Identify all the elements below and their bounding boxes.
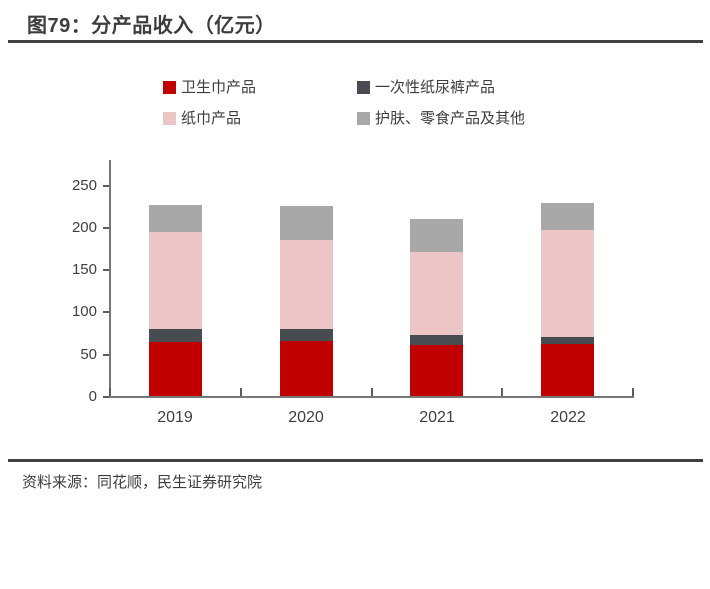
y-axis-tick bbox=[103, 396, 109, 398]
y-axis-line bbox=[109, 160, 111, 398]
x-axis-tick bbox=[240, 388, 242, 396]
x-axis-tick bbox=[109, 388, 111, 396]
bar-segment bbox=[280, 341, 333, 396]
bar-segment bbox=[149, 341, 202, 396]
title-underline bbox=[8, 40, 703, 43]
chart-legend: 卫生巾产品 一次性纸尿裤产品纸巾产品 护肤、零食产品及其他 bbox=[163, 80, 583, 142]
x-axis-category-label: 2022 bbox=[550, 409, 586, 426]
legend-item: 护肤、零食产品及其他 bbox=[357, 111, 525, 126]
bar-segment bbox=[280, 239, 333, 330]
x-axis-line bbox=[108, 396, 634, 398]
x-axis-tick bbox=[371, 388, 373, 396]
figure-title: 图79：分产品收入（亿元） bbox=[27, 15, 276, 37]
legend-swatch-icon bbox=[357, 112, 370, 125]
bar-segment bbox=[410, 252, 463, 336]
legend-label: 卫生巾产品 bbox=[181, 79, 257, 96]
bar-segment bbox=[410, 335, 463, 346]
legend-label: 纸巾产品 bbox=[181, 110, 242, 127]
legend-swatch-icon bbox=[163, 81, 176, 94]
bar-segment bbox=[410, 345, 463, 396]
legend-label: 护肤、零食产品及其他 bbox=[375, 110, 526, 127]
footer-divider bbox=[8, 459, 703, 462]
y-axis-tick bbox=[103, 269, 109, 271]
y-axis-tick bbox=[103, 311, 109, 313]
x-axis-tick bbox=[632, 388, 634, 396]
stacked-bar-2020 bbox=[280, 206, 333, 396]
y-axis-tick bbox=[103, 227, 109, 229]
y-axis-tick-label: 150 bbox=[71, 261, 97, 278]
stacked-bar-2021 bbox=[410, 219, 463, 396]
source-note: 资料来源：同花顺，民生证券研究院 bbox=[22, 474, 263, 491]
y-axis-tick-label: 50 bbox=[80, 346, 97, 363]
y-axis-tick-label: 250 bbox=[71, 177, 97, 194]
x-axis-category-label: 2021 bbox=[419, 409, 455, 426]
legend-item: 卫生巾产品 bbox=[163, 80, 256, 95]
y-axis-tick bbox=[103, 185, 109, 187]
legend-label: 一次性纸尿裤产品 bbox=[375, 79, 496, 96]
bar-segment bbox=[149, 329, 202, 342]
legend-swatch-icon bbox=[357, 81, 370, 94]
y-axis-tick-label: 100 bbox=[71, 303, 97, 320]
legend-item: 一次性纸尿裤产品 bbox=[357, 80, 495, 95]
legend-item: 纸巾产品 bbox=[163, 111, 241, 126]
bar-segment bbox=[541, 336, 594, 345]
y-axis-tick-label: 0 bbox=[88, 388, 97, 405]
bar-segment bbox=[280, 206, 333, 240]
bar-segment bbox=[280, 329, 333, 342]
bar-chart-plot-area: 0 50 100 150 200 250 2019 2020 2021 2022 bbox=[71, 160, 634, 426]
stacked-bar-2022 bbox=[541, 203, 594, 396]
x-axis-category-label: 2020 bbox=[288, 409, 324, 426]
bar-segment bbox=[541, 203, 594, 231]
bar-segment bbox=[410, 219, 463, 253]
y-axis-tick bbox=[103, 354, 109, 356]
bar-segment bbox=[541, 344, 594, 396]
x-axis-tick bbox=[501, 388, 503, 396]
bar-segment bbox=[541, 230, 594, 337]
bar-segment bbox=[149, 205, 202, 233]
legend-swatch-icon bbox=[163, 112, 176, 125]
stacked-bar-2019 bbox=[149, 205, 202, 396]
x-axis-category-label: 2019 bbox=[157, 409, 193, 426]
bar-segment bbox=[149, 232, 202, 330]
y-axis-tick-label: 200 bbox=[71, 219, 97, 236]
